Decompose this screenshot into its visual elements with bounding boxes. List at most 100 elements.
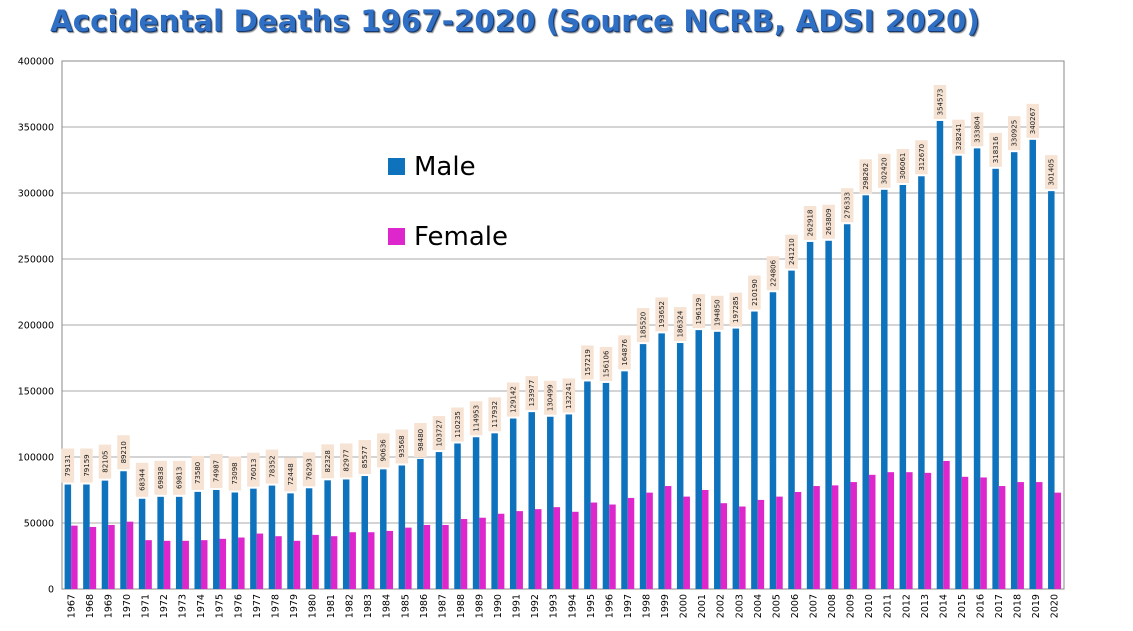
data-label-male: 186324 bbox=[677, 310, 685, 337]
data-label-bg bbox=[1045, 155, 1058, 190]
x-tick-label: 1998 bbox=[642, 594, 653, 618]
bar-male bbox=[676, 343, 684, 589]
data-label-male: 210190 bbox=[751, 279, 759, 306]
bar-female bbox=[850, 482, 857, 589]
data-label-bg bbox=[228, 456, 242, 491]
legend-label-male: Male bbox=[414, 152, 476, 182]
x-tick-label: 1993 bbox=[549, 594, 560, 618]
data-label-bg bbox=[878, 153, 891, 188]
data-label-bg bbox=[618, 335, 631, 370]
x-tick-label: 2007 bbox=[809, 594, 820, 618]
bar-female bbox=[701, 490, 709, 589]
y-tick-label: 100000 bbox=[18, 453, 54, 464]
bar-female bbox=[553, 507, 561, 589]
data-label-male: 114953 bbox=[472, 405, 480, 432]
bar-male bbox=[417, 459, 424, 589]
data-label-bg bbox=[785, 234, 798, 269]
data-label-bg bbox=[748, 275, 761, 310]
bar-male bbox=[324, 480, 331, 589]
bar-female bbox=[367, 532, 375, 589]
bar-male bbox=[843, 224, 851, 590]
data-label-male: 98480 bbox=[417, 429, 425, 451]
bar-male bbox=[138, 498, 146, 589]
data-label-male: 82105 bbox=[101, 450, 109, 472]
data-label-male: 196129 bbox=[695, 298, 703, 325]
bar-male bbox=[435, 452, 443, 589]
bar-male bbox=[955, 155, 962, 590]
x-tick-label: 2008 bbox=[827, 594, 838, 618]
data-label-bg bbox=[98, 444, 112, 479]
bar-female bbox=[145, 540, 152, 589]
bar-male bbox=[881, 189, 888, 589]
bar-female bbox=[1054, 492, 1062, 589]
data-label-male: 330925 bbox=[1011, 120, 1019, 147]
bar-female bbox=[720, 503, 728, 589]
data-label-bg bbox=[803, 205, 817, 240]
data-label-bg bbox=[1026, 103, 1039, 138]
bar-female bbox=[813, 486, 820, 589]
y-tick-label: 50000 bbox=[24, 519, 54, 530]
x-tick-label: 1985 bbox=[400, 594, 411, 618]
bar-female bbox=[349, 532, 356, 589]
data-label-male: 69838 bbox=[157, 467, 165, 489]
bar-male bbox=[732, 328, 740, 589]
bar-male bbox=[194, 491, 201, 589]
bar-male bbox=[250, 488, 257, 589]
x-tick-label: 1979 bbox=[289, 594, 300, 618]
bar-female bbox=[572, 511, 579, 589]
data-label-bg bbox=[469, 401, 483, 436]
bar-female bbox=[238, 537, 245, 589]
bar-female bbox=[590, 502, 598, 589]
data-label-male: 354573 bbox=[936, 89, 944, 116]
legend-swatch-female bbox=[388, 228, 405, 245]
x-tick-label: 2015 bbox=[957, 594, 968, 618]
x-tick-label: 1974 bbox=[196, 594, 207, 618]
x-tick-label: 2006 bbox=[790, 594, 801, 618]
bar-male bbox=[213, 490, 220, 589]
data-label-bg bbox=[154, 460, 167, 495]
data-label-male: 185520 bbox=[639, 312, 647, 339]
data-label-male: 276333 bbox=[844, 192, 852, 219]
bar-female bbox=[980, 477, 987, 589]
x-tick-label: 1986 bbox=[419, 594, 430, 618]
bar-male bbox=[287, 493, 294, 589]
data-label-male: 197285 bbox=[732, 296, 740, 323]
x-tick-label: 2009 bbox=[846, 594, 857, 618]
data-label-bg bbox=[729, 292, 743, 327]
data-label-bg bbox=[655, 297, 668, 332]
bar-male bbox=[658, 333, 665, 589]
data-label-bg bbox=[284, 457, 297, 492]
x-tick-label: 1987 bbox=[437, 594, 448, 618]
x-tick-label: 1995 bbox=[586, 594, 597, 618]
data-label-male: 306061 bbox=[899, 153, 907, 180]
bar-male bbox=[695, 330, 702, 589]
data-label-male: 82328 bbox=[324, 450, 332, 472]
bar-female bbox=[256, 533, 264, 589]
x-tick-label: 1984 bbox=[382, 594, 393, 618]
bar-female bbox=[998, 486, 1006, 589]
bar-male bbox=[83, 484, 90, 589]
data-label-male: 157219 bbox=[584, 349, 592, 376]
data-label-bg bbox=[599, 346, 613, 381]
x-tick-label: 1990 bbox=[493, 594, 504, 618]
bar-male bbox=[621, 371, 628, 589]
bar-female bbox=[275, 536, 282, 589]
data-label-male: 263809 bbox=[825, 208, 833, 235]
data-label-male: 93568 bbox=[398, 435, 406, 457]
data-label-male: 73580 bbox=[194, 462, 202, 484]
bar-male bbox=[157, 496, 164, 589]
data-label-bg bbox=[451, 407, 464, 442]
bar-female bbox=[312, 534, 319, 589]
bar-female bbox=[516, 511, 523, 589]
x-axis-ticks: 1967 1968 1969 1970 1971 1972 1973 1974 1975 1976… bbox=[66, 594, 1060, 618]
data-label-bg bbox=[692, 294, 705, 329]
x-tick-label: 1999 bbox=[660, 594, 671, 618]
bar-female bbox=[943, 460, 950, 589]
x-tick-label: 1994 bbox=[567, 594, 578, 618]
bar-female bbox=[646, 492, 653, 589]
data-label-male: 224806 bbox=[769, 259, 777, 286]
x-tick-label: 1996 bbox=[604, 594, 615, 618]
data-label-male: 72448 bbox=[287, 463, 295, 485]
data-label-bg bbox=[970, 112, 984, 147]
x-tick-label: 2011 bbox=[883, 594, 894, 618]
